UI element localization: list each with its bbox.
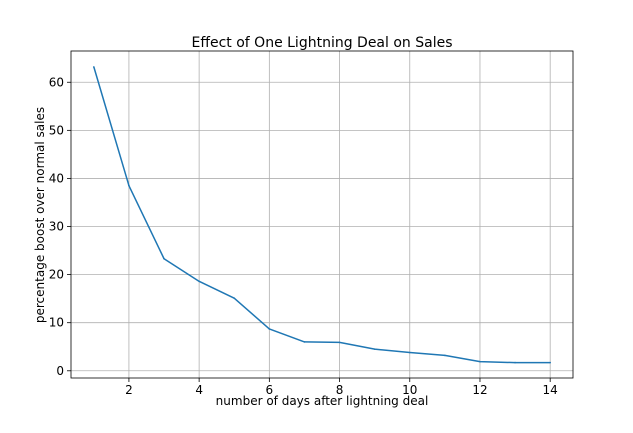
- grid-lines: [71, 51, 573, 378]
- data-point: [514, 361, 516, 364]
- x-tick-label: 2: [125, 383, 133, 397]
- y-axis-ticks: 0 10 20 30 40 50 60: [49, 75, 71, 378]
- data-point: [408, 351, 411, 354]
- series-line: [93, 66, 551, 364]
- data-point: [373, 348, 376, 350]
- data-point: [163, 257, 165, 260]
- plot-area-frame: [70, 50, 574, 379]
- x-axis-label: number of days after lightning deal: [216, 394, 429, 408]
- data-point: [268, 328, 271, 330]
- data-point: [479, 360, 481, 363]
- chart-title: Effect of One Lightning Deal on Sales: [191, 35, 452, 51]
- y-axis-label: percentage boost over normal sales: [33, 107, 47, 323]
- x-tick-label: 12: [472, 383, 487, 397]
- x-tick-label: 14: [543, 383, 558, 397]
- data-point: [93, 66, 95, 68]
- data-point: [338, 341, 341, 344]
- x-axis-ticks: 2 4 6 8 10 12 14: [125, 378, 558, 397]
- data-point: [549, 361, 551, 364]
- x-tick-label: 8: [336, 383, 344, 397]
- data-point: [128, 184, 130, 187]
- y-tick-label: 0: [56, 364, 64, 378]
- data-point: [233, 297, 236, 299]
- y-tick-label: 50: [49, 123, 64, 137]
- y-tick-label: 40: [49, 171, 64, 185]
- y-tick-label: 30: [49, 220, 64, 234]
- data-point: [303, 341, 306, 343]
- y-tick-label: 60: [49, 75, 64, 89]
- series-layer: [93, 66, 551, 364]
- x-tick-label: 10: [402, 383, 417, 397]
- y-tick-label: 20: [49, 268, 64, 282]
- data-point: [444, 354, 446, 357]
- x-tick-label: 4: [195, 383, 203, 397]
- data-point: [198, 280, 200, 283]
- y-tick-label: 10: [49, 316, 64, 330]
- x-tick-label: 6: [266, 383, 274, 397]
